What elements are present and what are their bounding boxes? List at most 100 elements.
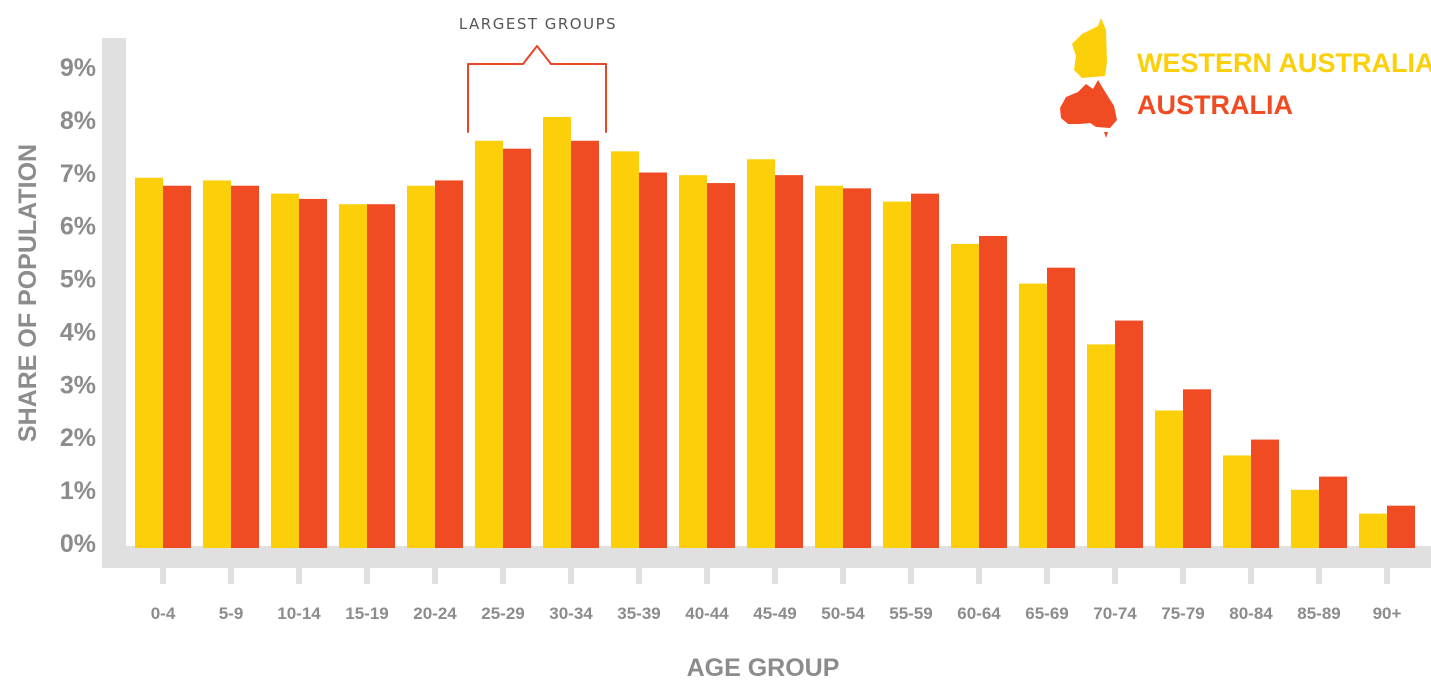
bar-western-australia-80-84	[1223, 455, 1251, 548]
bar-australia-35-39	[639, 172, 667, 548]
x-tick-mark	[1248, 568, 1254, 584]
x-tick-mark	[704, 568, 710, 584]
bar-australia-25-29	[503, 148, 531, 548]
largest-groups-annotation: LARGEST GROUPS	[459, 15, 617, 33]
x-tick-label: 60-64	[957, 604, 1001, 623]
bar-western-australia-35-39	[611, 151, 639, 549]
x-tick-label: 30-34	[549, 604, 593, 623]
x-axis-bar	[102, 546, 1431, 568]
bar-australia-30-34	[571, 140, 599, 548]
bar-australia-15-19	[367, 204, 395, 548]
bar-australia-80-84	[1251, 439, 1279, 548]
bar-australia-50-54	[843, 188, 871, 548]
x-tick-mark	[636, 568, 642, 584]
y-axis-tick-labels: 0% 1% 2% 3% 4% 5% 6% 7% 8% 9%	[60, 54, 96, 558]
bar-australia-40-44	[707, 183, 735, 549]
bar-western-australia-5-9	[203, 180, 231, 548]
australia-map-icon	[1060, 80, 1117, 138]
y-axis-bar	[102, 38, 126, 568]
x-tick-mark	[976, 568, 982, 584]
x-tick-mark	[1384, 568, 1390, 584]
bar-western-australia-50-54	[815, 185, 843, 548]
bar-western-australia-70-74	[1087, 344, 1115, 548]
x-tick-mark	[908, 568, 914, 584]
bar-australia-65-69	[1047, 267, 1075, 548]
x-tick-label: 35-39	[617, 604, 660, 623]
bar-western-australia-45-49	[747, 159, 775, 548]
bar-australia-10-14	[299, 198, 327, 548]
bar-western-australia-25-29	[475, 140, 503, 548]
x-tick-mark	[1316, 568, 1322, 584]
bar-australia-45-49	[775, 175, 803, 548]
bar-australia-0-4	[163, 185, 191, 548]
bar-western-australia-15-19	[339, 204, 367, 548]
y-tick-label: 6%	[60, 213, 96, 241]
bar-series	[135, 116, 1415, 549]
y-tick-label: 8%	[60, 107, 96, 135]
x-axis-tick-labels: 0-4 5-9 10-14 15-19 20-24 25-29 30-34 35-39 40-4…	[151, 604, 1402, 623]
x-tick-mark	[432, 568, 438, 584]
bar-western-australia-40-44	[679, 175, 707, 548]
x-tick-label: 0-4	[151, 604, 176, 623]
legend: WESTERN AUSTRALIA AUSTRALIA	[1060, 18, 1431, 138]
x-tick-label: 85-89	[1297, 604, 1340, 623]
bar-western-australia-30-34	[543, 116, 571, 548]
x-tick-label: 75-79	[1161, 604, 1204, 623]
x-tick-mark	[840, 568, 846, 584]
legend-label-western-australia: WESTERN AUSTRALIA	[1137, 48, 1431, 78]
x-tick-mark	[364, 568, 370, 584]
x-tick-label: 80-84	[1229, 604, 1273, 623]
bar-western-australia-85-89	[1291, 489, 1319, 548]
x-tick-mark	[160, 568, 166, 584]
bar-australia-20-24	[435, 180, 463, 548]
legend-label-australia: AUSTRALIA	[1137, 90, 1293, 120]
y-tick-label: 9%	[60, 54, 96, 82]
bar-western-australia-60-64	[951, 243, 979, 548]
bar-western-australia-65-69	[1019, 283, 1047, 548]
bar-australia-5-9	[231, 185, 259, 548]
x-tick-mark	[500, 568, 506, 584]
bar-australia-90+	[1387, 505, 1415, 548]
largest-groups-bracket	[467, 45, 607, 133]
x-tick-mark	[1112, 568, 1118, 584]
x-tick-label: 5-9	[219, 604, 244, 623]
bar-western-australia-90+	[1359, 513, 1387, 548]
bar-western-australia-10-14	[271, 193, 299, 548]
y-tick-label: 5%	[60, 266, 96, 294]
x-tick-mark	[228, 568, 234, 584]
x-tick-label: 50-54	[821, 604, 865, 623]
x-tick-label: 40-44	[685, 604, 729, 623]
x-tick-label: 45-49	[753, 604, 796, 623]
bar-western-australia-55-59	[883, 201, 911, 549]
x-tick-label: 15-19	[345, 604, 388, 623]
x-tick-mark	[1180, 568, 1186, 584]
y-tick-label: 1%	[60, 477, 96, 505]
y-tick-label: 3%	[60, 371, 96, 399]
bar-australia-60-64	[979, 235, 1007, 548]
x-tick-label: 70-74	[1093, 604, 1137, 623]
x-axis-title: AGE GROUP	[687, 654, 840, 682]
y-tick-label: 7%	[60, 160, 96, 188]
x-tick-label: 20-24	[413, 604, 457, 623]
x-tick-label: 65-69	[1025, 604, 1068, 623]
bar-australia-75-79	[1183, 389, 1211, 548]
western-australia-map-icon	[1072, 18, 1107, 78]
bar-western-australia-20-24	[407, 185, 435, 548]
bar-australia-70-74	[1115, 320, 1143, 548]
x-tick-mark	[772, 568, 778, 584]
bar-western-australia-0-4	[135, 177, 163, 548]
x-tick-mark	[1044, 568, 1050, 584]
y-tick-label: 2%	[60, 424, 96, 452]
y-tick-label: 0%	[60, 530, 96, 558]
x-tick-mark	[296, 568, 302, 584]
bar-western-australia-75-79	[1155, 410, 1183, 548]
bar-australia-85-89	[1319, 476, 1347, 548]
y-tick-label: 4%	[60, 318, 96, 346]
x-tick-label: 90+	[1373, 604, 1402, 623]
x-axis-tick-marks	[160, 568, 1390, 584]
y-axis-title: SHARE OF POPULATION	[14, 144, 42, 442]
x-tick-label: 10-14	[277, 604, 321, 623]
x-tick-label: 55-59	[889, 604, 932, 623]
x-tick-label: 25-29	[481, 604, 524, 623]
